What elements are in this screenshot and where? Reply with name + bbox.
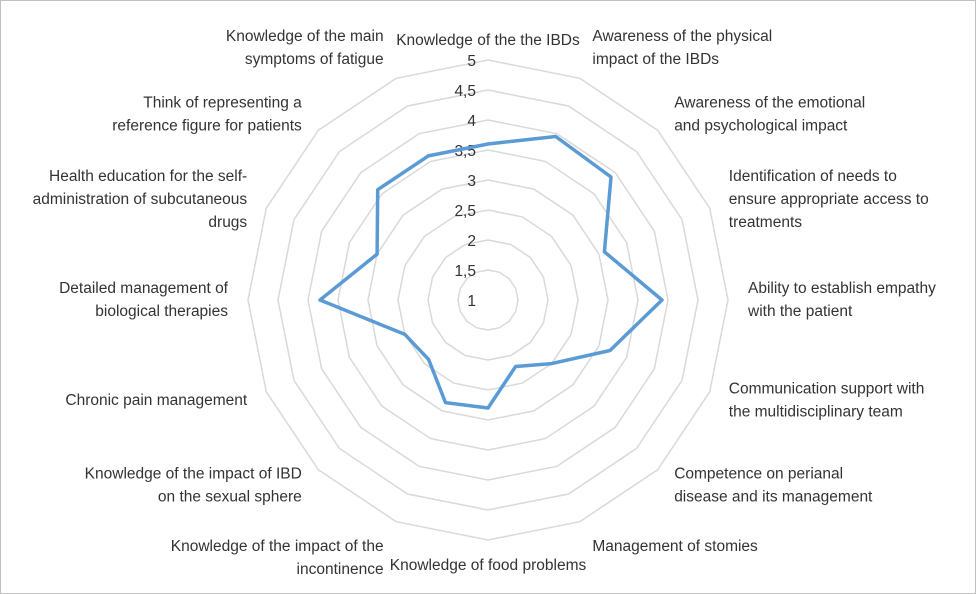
category-label: Ability to establish empathy with the pat… [747, 280, 936, 320]
grid-ring [367, 179, 609, 421]
data-point [486, 406, 490, 410]
tick-label: 1 [467, 293, 476, 310]
category-label-layer: Knowledge of the the IBDs Awareness of th… [33, 28, 936, 578]
category-label: Think of representing a reference figure … [112, 95, 302, 135]
tick-layer: 11,522,533,544,55 [454, 53, 476, 310]
grid-ring [427, 239, 549, 361]
category-label: Health education for the self-administra… [33, 168, 248, 231]
grid-ring [247, 59, 729, 541]
grid-ring [277, 89, 699, 511]
category-label: Knowledge of the the IBDs [396, 32, 580, 49]
data-point [660, 298, 664, 302]
tick-label: 2,5 [454, 203, 476, 220]
category-label: Knowledge of the main symptoms of fatigue [226, 28, 384, 68]
data-point [554, 135, 558, 138]
grid-ring [457, 269, 519, 331]
category-label: Competence on perianal disease and its ma… [674, 465, 873, 505]
grid-ring [307, 119, 669, 481]
data-point [608, 349, 612, 352]
data-point [376, 188, 380, 192]
category-label: Identification of needs to ensure appropr… [729, 168, 929, 231]
category-label: Awareness of the emotional and psychologi… [674, 95, 865, 135]
category-label: Detailed management of biological therapi… [59, 280, 229, 320]
category-label: Knowledge of food problems [390, 557, 587, 574]
data-point [609, 175, 613, 179]
tick-label: 3 [467, 173, 476, 190]
data-point [514, 365, 518, 368]
category-label: Awareness of the physical impact of the I… [592, 28, 772, 68]
category-label: Chronic pain management [65, 392, 247, 409]
tick-label: 2 [467, 233, 476, 250]
grid-ring [337, 149, 639, 451]
data-point [318, 298, 322, 302]
grid-layer [247, 59, 729, 541]
series-layer [318, 134, 664, 410]
tick-label: 1,5 [454, 263, 476, 280]
data-point [403, 332, 407, 336]
data-point [444, 401, 447, 405]
data-point [426, 154, 430, 158]
data-point [550, 362, 554, 366]
category-label: Knowledge of the impact of the incontinen… [171, 538, 384, 578]
tick-label: 4 [467, 113, 476, 130]
data-point [486, 142, 490, 146]
tick-label: 5 [467, 53, 476, 70]
data-point [375, 252, 379, 256]
category-label: Communication support with the multidisci… [729, 380, 925, 420]
grid-ring [397, 209, 579, 391]
category-label: Management of stomies [592, 538, 758, 555]
tick-label: 4,5 [454, 83, 476, 100]
data-point [427, 357, 431, 361]
category-label: Knowledge of the impact of IBD on the sex… [85, 465, 302, 505]
data-point [602, 250, 606, 254]
